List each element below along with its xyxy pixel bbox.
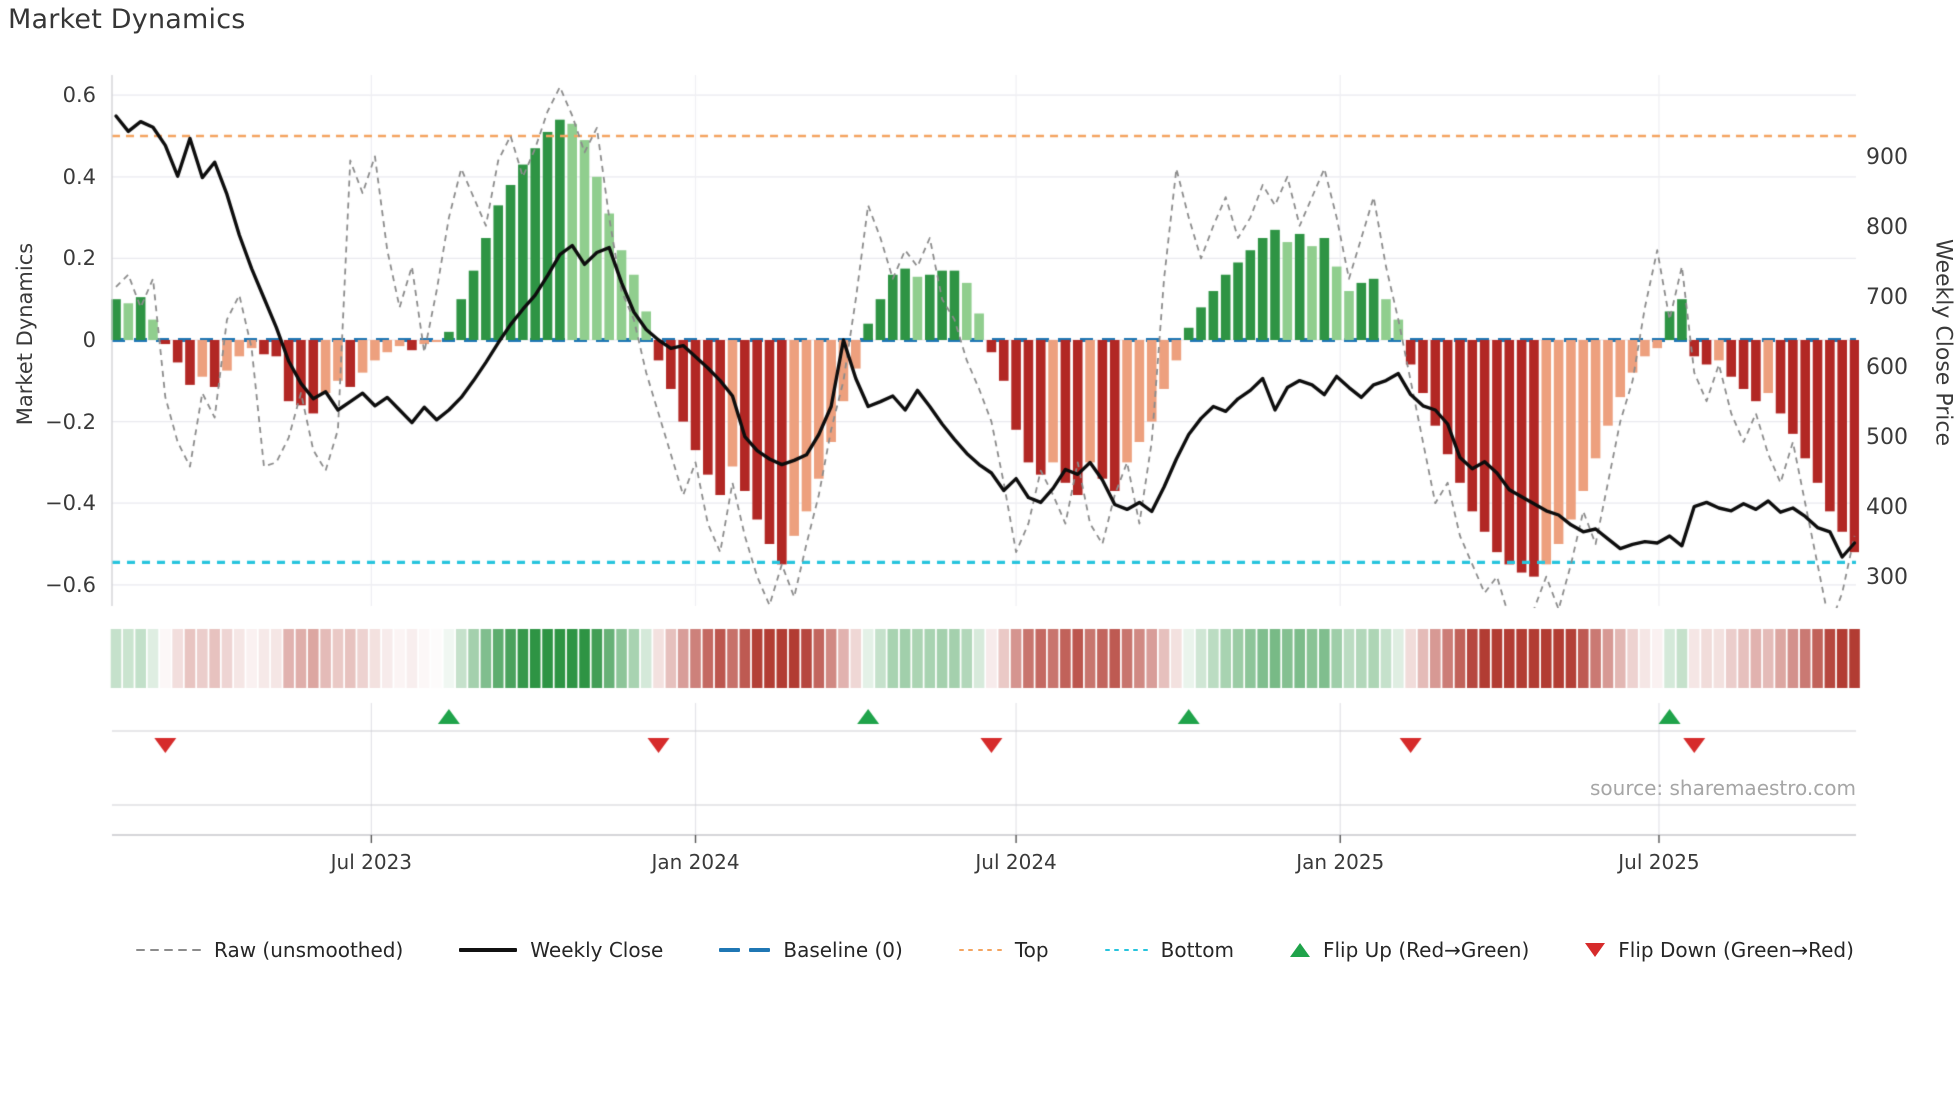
x-axis-tick: Jul 2024: [975, 850, 1057, 874]
page-title: Market Dynamics: [8, 4, 246, 35]
right-axis-tick: 800: [1866, 215, 1908, 240]
x-axis-tick: Jan 2024: [651, 850, 740, 874]
legend-label: Flip Up (Red→Green): [1322, 938, 1530, 962]
right-axis-tick: 700: [1866, 285, 1908, 310]
legend-item: Flip Up (Red→Green): [1289, 938, 1530, 962]
right-axis-tick: 300: [1866, 565, 1908, 590]
x-axis-tick: Jul 2023: [330, 850, 413, 874]
right-axis-label: Weekly Close Price: [1930, 239, 1956, 446]
left-axis-tick: 0: [82, 328, 96, 352]
right-axis-tick: 900: [1866, 145, 1908, 170]
left-axis-tick: 0.6: [62, 83, 96, 108]
x-axis-tick: Jan 2025: [1296, 850, 1385, 874]
source-text: source: sharemaestro.com: [1590, 776, 1856, 800]
right-axis-tick: 400: [1866, 495, 1908, 520]
legend-item: Top: [958, 938, 1049, 962]
x-axis-tick: Jul 2025: [1618, 850, 1700, 874]
legend-item: Weekly Close: [459, 938, 663, 962]
solid-line-icon: [459, 948, 518, 952]
left-axis-tick: −0.2: [45, 409, 96, 434]
legend-item: Raw (unsmoothed): [136, 938, 403, 962]
legend-label: Flip Down (Green→Red): [1618, 938, 1854, 962]
left-axis-tick: 0.2: [62, 246, 96, 271]
legend-item: Baseline (0): [719, 938, 903, 962]
legend-label: Bottom: [1160, 938, 1234, 962]
left-axis-tick: 0.4: [62, 164, 96, 189]
legend-label: Top: [1014, 938, 1049, 962]
legend: Raw (unsmoothed) Weekly Close Baseline (0)…: [136, 930, 1854, 970]
legend-item: Bottom: [1104, 938, 1234, 962]
dash-line-icon: [136, 948, 201, 952]
right-axis-tick: 500: [1866, 425, 1908, 450]
legend-label: Baseline (0): [783, 938, 903, 962]
tri-down-icon: [1585, 943, 1606, 957]
left-axis-tick: −0.4: [45, 491, 96, 516]
left-axis-tick: −0.6: [45, 572, 96, 597]
right-axis-tick: 600: [1866, 355, 1908, 380]
dash2-icon: [719, 947, 771, 953]
dots-icon: [1104, 948, 1148, 952]
legend-label: Weekly Close: [530, 938, 664, 962]
dots-icon: [958, 948, 1002, 952]
tri-up-icon: [1289, 943, 1310, 957]
legend-label: Raw (unsmoothed): [214, 938, 404, 962]
legend-item: Flip Down (Green→Red): [1585, 938, 1854, 962]
